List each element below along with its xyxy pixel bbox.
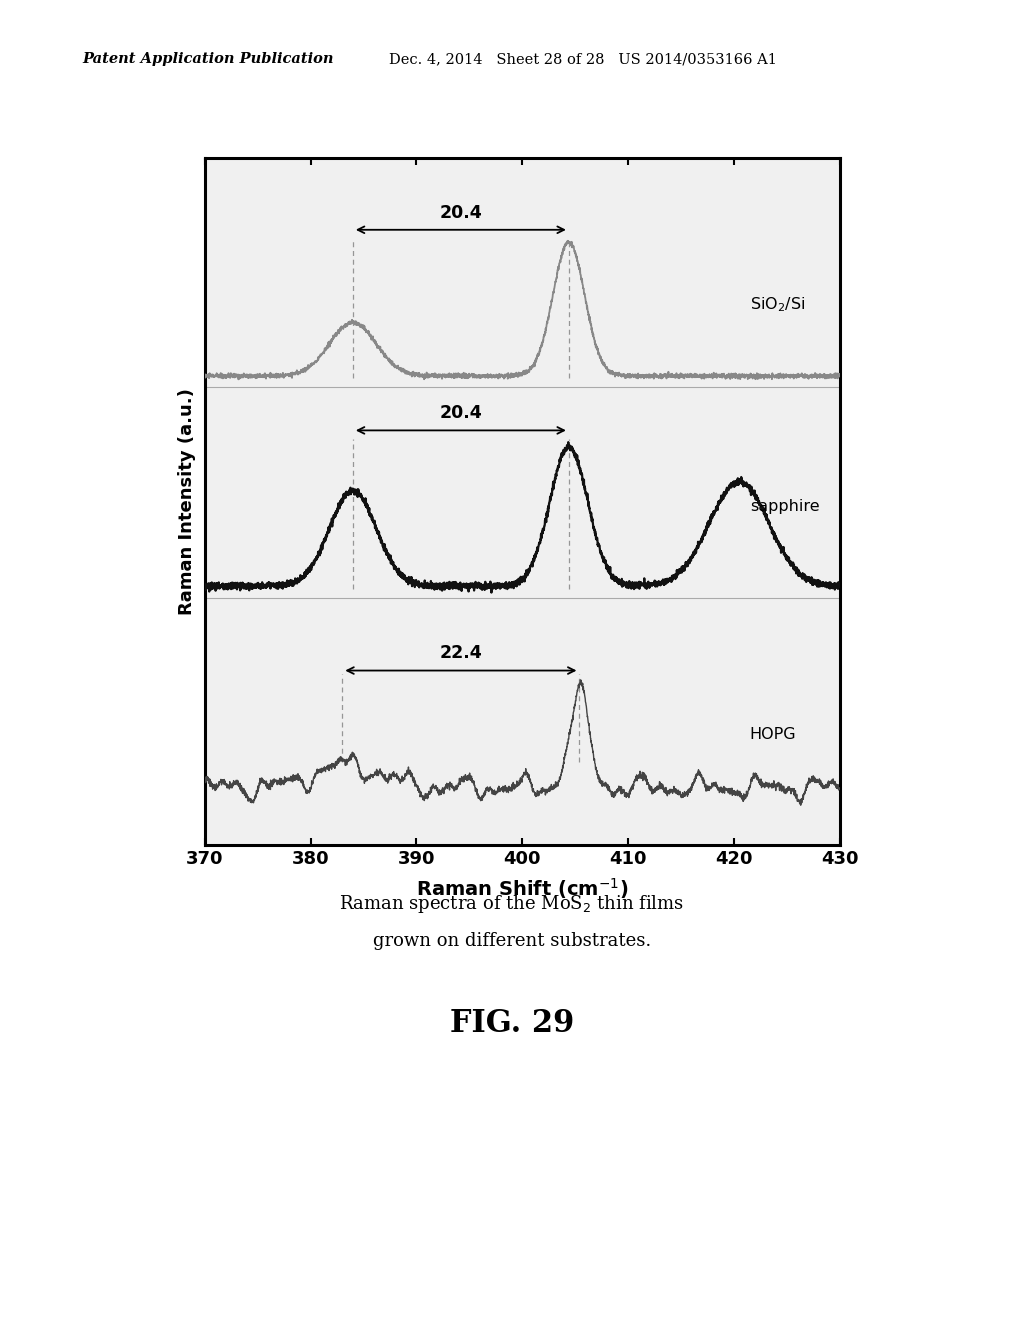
Text: SiO$_2$/Si: SiO$_2$/Si	[750, 296, 805, 314]
Text: Raman spectra of the MoS$_2$ thin films: Raman spectra of the MoS$_2$ thin films	[340, 894, 684, 915]
Text: HOPG: HOPG	[750, 727, 797, 742]
X-axis label: Raman Shift (cm$^{-1}$): Raman Shift (cm$^{-1}$)	[416, 876, 629, 900]
Text: 22.4: 22.4	[439, 644, 482, 663]
Text: Dec. 4, 2014   Sheet 28 of 28   US 2014/0353166 A1: Dec. 4, 2014 Sheet 28 of 28 US 2014/0353…	[389, 53, 777, 66]
Y-axis label: Raman Intensity (a.u.): Raman Intensity (a.u.)	[178, 388, 197, 615]
Text: sapphire: sapphire	[750, 499, 819, 513]
Text: 20.4: 20.4	[439, 203, 482, 222]
Text: grown on different substrates.: grown on different substrates.	[373, 932, 651, 950]
Text: 20.4: 20.4	[439, 404, 482, 422]
Text: FIG. 29: FIG. 29	[450, 1007, 574, 1039]
Text: Patent Application Publication: Patent Application Publication	[82, 53, 334, 66]
